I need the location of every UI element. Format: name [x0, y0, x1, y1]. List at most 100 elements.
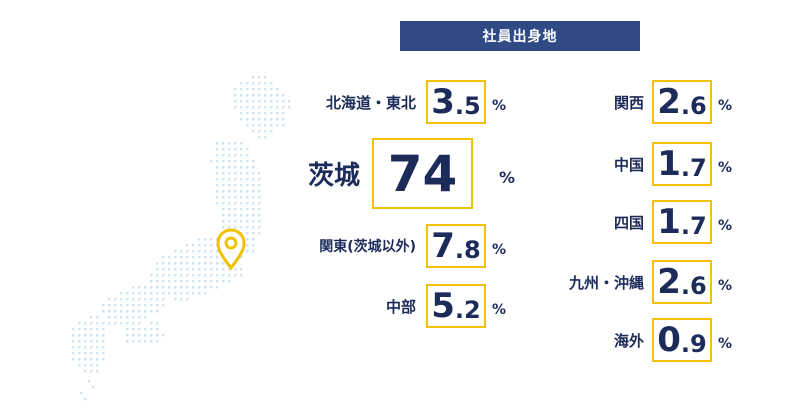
map-dot — [150, 286, 153, 289]
map-dot — [132, 334, 135, 337]
map-dot — [150, 274, 153, 277]
map-dot — [102, 352, 105, 355]
map-dot — [156, 310, 159, 313]
map-dot — [282, 124, 285, 127]
map-dot — [108, 316, 111, 319]
map-dot — [246, 172, 249, 175]
map-dot — [120, 298, 123, 301]
map-dot — [246, 250, 249, 253]
map-dot — [216, 172, 219, 175]
map-dot — [156, 340, 159, 343]
stat-chubu: 中部 5.2 % — [288, 284, 506, 328]
map-dot — [204, 274, 207, 277]
map-dot — [90, 370, 93, 373]
map-dot — [108, 298, 111, 301]
stat-overseas: 海外 0.9 % — [532, 318, 732, 362]
map-dot — [180, 262, 183, 265]
value-dec: .6 — [680, 272, 707, 300]
map-dot — [126, 310, 129, 313]
map-dot — [84, 340, 87, 343]
map-dot — [132, 322, 135, 325]
map-dot — [234, 106, 237, 109]
map-dot — [144, 334, 147, 337]
map-dot — [234, 184, 237, 187]
map-dot — [258, 220, 261, 223]
map-dot — [228, 196, 231, 199]
map-dot — [90, 334, 93, 337]
map-dot — [168, 274, 171, 277]
map-dot — [234, 190, 237, 193]
map-dot — [264, 88, 267, 91]
map-dot — [216, 286, 219, 289]
map-dot — [162, 256, 165, 259]
map-dot — [114, 322, 117, 325]
map-dot — [132, 298, 135, 301]
map-dot — [240, 202, 243, 205]
map-dot — [252, 202, 255, 205]
map-dot — [72, 334, 75, 337]
map-dot — [162, 304, 165, 307]
map-dot — [144, 310, 147, 313]
map-dot — [252, 94, 255, 97]
map-dot — [144, 292, 147, 295]
map-dot — [138, 316, 141, 319]
map-dot — [252, 118, 255, 121]
map-dot — [276, 94, 279, 97]
map-dot — [198, 268, 201, 271]
map-dot — [180, 286, 183, 289]
map-dot — [174, 286, 177, 289]
location-pin-icon — [216, 228, 246, 271]
map-dot — [162, 280, 165, 283]
map-dot — [120, 322, 123, 325]
map-dot — [252, 232, 255, 235]
map-dot — [264, 76, 267, 79]
stat-hokkaido-tohoku: 北海道・東北 3.5 % — [288, 80, 506, 124]
map-dot — [210, 160, 213, 163]
map-dot — [264, 130, 267, 133]
stat-kyushu-okinawa: 九州・沖縄 2.6 % — [532, 260, 732, 304]
map-dot — [198, 292, 201, 295]
map-dot — [186, 268, 189, 271]
map-dot — [174, 274, 177, 277]
map-dot — [126, 322, 129, 325]
stat-chugoku: 中国 1.7 % — [532, 142, 732, 186]
map-dot — [252, 76, 255, 79]
map-dot — [84, 364, 87, 367]
map-dot — [252, 124, 255, 127]
map-dot — [138, 340, 141, 343]
map-dot — [258, 190, 261, 193]
map-dot — [240, 148, 243, 151]
map-dot — [108, 304, 111, 307]
map-dot — [234, 100, 237, 103]
map-dot — [258, 202, 261, 205]
unit-label: % — [499, 168, 516, 187]
map-dot — [72, 358, 75, 361]
map-dot — [234, 148, 237, 151]
map-dot — [252, 178, 255, 181]
map-dot — [78, 334, 81, 337]
map-dot — [216, 268, 219, 271]
map-dot — [198, 244, 201, 247]
map-dot — [246, 166, 249, 169]
map-dot — [150, 334, 153, 337]
map-dot — [216, 196, 219, 199]
map-dot — [168, 286, 171, 289]
map-dot — [240, 214, 243, 217]
map-dot — [228, 280, 231, 283]
map-dot — [252, 214, 255, 217]
map-dot — [132, 304, 135, 307]
map-dot — [90, 364, 93, 367]
map-dot — [162, 334, 165, 337]
map-dot — [270, 82, 273, 85]
map-dot — [162, 274, 165, 277]
map-dot — [210, 262, 213, 265]
map-dot — [216, 280, 219, 283]
map-dot — [246, 202, 249, 205]
map-dot — [72, 352, 75, 355]
map-dot — [258, 214, 261, 217]
map-dot — [258, 124, 261, 127]
map-dot — [240, 220, 243, 223]
map-dot — [222, 262, 225, 265]
map-dot — [180, 250, 183, 253]
map-dot — [222, 214, 225, 217]
